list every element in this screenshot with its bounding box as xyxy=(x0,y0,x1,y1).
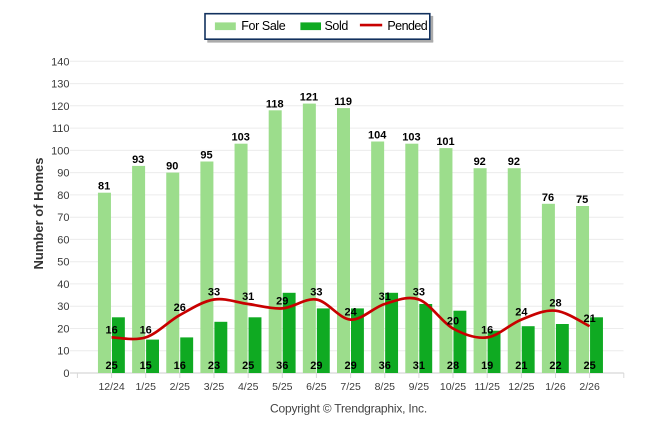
svg-text:10: 10 xyxy=(57,346,69,358)
svg-text:80: 80 xyxy=(57,190,69,202)
svg-text:103: 103 xyxy=(232,132,250,144)
svg-text:118: 118 xyxy=(266,98,284,110)
svg-text:36: 36 xyxy=(276,360,288,372)
svg-text:25: 25 xyxy=(242,360,254,372)
svg-text:0: 0 xyxy=(63,368,69,380)
svg-text:25: 25 xyxy=(583,360,595,372)
svg-text:30: 30 xyxy=(57,301,69,313)
svg-text:2/26: 2/26 xyxy=(579,381,600,393)
svg-text:76: 76 xyxy=(542,192,554,204)
svg-text:Copyright © Trendgraphix, Inc.: Copyright © Trendgraphix, Inc. xyxy=(270,402,427,416)
svg-text:81: 81 xyxy=(98,181,110,193)
svg-text:11/25: 11/25 xyxy=(474,381,500,393)
svg-text:119: 119 xyxy=(334,96,352,108)
svg-text:29: 29 xyxy=(344,360,356,372)
svg-text:60: 60 xyxy=(57,234,69,246)
svg-text:29: 29 xyxy=(310,360,322,372)
svg-text:2/25: 2/25 xyxy=(170,381,191,393)
svg-text:1/25: 1/25 xyxy=(135,381,156,393)
svg-text:75: 75 xyxy=(576,194,588,206)
svg-text:103: 103 xyxy=(402,132,420,144)
svg-text:90: 90 xyxy=(166,161,178,173)
svg-text:15: 15 xyxy=(140,360,152,372)
svg-text:24: 24 xyxy=(515,307,528,319)
svg-text:4/25: 4/25 xyxy=(238,381,259,393)
svg-text:9/25: 9/25 xyxy=(409,381,430,393)
svg-text:70: 70 xyxy=(57,212,69,224)
svg-text:101: 101 xyxy=(436,136,454,148)
svg-text:95: 95 xyxy=(200,150,212,162)
svg-text:12/25: 12/25 xyxy=(508,381,534,393)
svg-text:Number of Homes: Number of Homes xyxy=(31,158,46,270)
svg-text:16: 16 xyxy=(481,324,493,336)
svg-text:50: 50 xyxy=(57,257,69,269)
svg-text:140: 140 xyxy=(51,56,69,68)
svg-text:120: 120 xyxy=(51,101,69,113)
svg-text:16: 16 xyxy=(140,324,152,336)
svg-text:92: 92 xyxy=(508,156,520,168)
svg-text:33: 33 xyxy=(310,287,322,299)
svg-text:25: 25 xyxy=(105,360,117,372)
svg-text:16: 16 xyxy=(174,360,186,372)
svg-text:92: 92 xyxy=(474,156,486,168)
svg-text:22: 22 xyxy=(549,360,561,372)
svg-text:110: 110 xyxy=(52,123,70,135)
svg-text:20: 20 xyxy=(57,324,69,336)
svg-text:130: 130 xyxy=(51,79,69,91)
svg-text:33: 33 xyxy=(413,287,425,299)
svg-text:40: 40 xyxy=(57,279,69,291)
svg-text:31: 31 xyxy=(379,291,391,303)
svg-text:8/25: 8/25 xyxy=(375,381,396,393)
svg-text:36: 36 xyxy=(379,360,391,372)
svg-text:Sold: Sold xyxy=(325,19,349,33)
svg-text:5/25: 5/25 xyxy=(272,381,293,393)
svg-text:31: 31 xyxy=(242,291,254,303)
svg-text:29: 29 xyxy=(276,295,288,307)
svg-text:21: 21 xyxy=(583,313,595,325)
svg-text:33: 33 xyxy=(208,287,220,299)
svg-text:100: 100 xyxy=(51,145,69,157)
svg-text:20: 20 xyxy=(447,316,459,328)
svg-text:16: 16 xyxy=(105,324,117,336)
svg-text:93: 93 xyxy=(132,154,144,166)
svg-text:21: 21 xyxy=(515,360,527,372)
svg-text:28: 28 xyxy=(549,298,561,310)
svg-text:10/25: 10/25 xyxy=(440,381,466,393)
svg-text:1/26: 1/26 xyxy=(545,381,566,393)
svg-text:3/25: 3/25 xyxy=(204,381,225,393)
svg-text:121: 121 xyxy=(300,92,318,104)
svg-text:7/25: 7/25 xyxy=(340,381,361,393)
svg-text:104: 104 xyxy=(368,130,387,142)
svg-text:Pended: Pended xyxy=(387,19,427,33)
svg-text:23: 23 xyxy=(208,360,220,372)
svg-text:For Sale: For Sale xyxy=(241,19,285,33)
svg-text:6/25: 6/25 xyxy=(306,381,327,393)
svg-text:12/24: 12/24 xyxy=(98,381,124,393)
svg-text:28: 28 xyxy=(447,360,459,372)
svg-text:19: 19 xyxy=(481,360,493,372)
svg-text:26: 26 xyxy=(174,302,186,314)
svg-text:90: 90 xyxy=(57,168,69,180)
svg-text:24: 24 xyxy=(344,307,357,319)
svg-text:31: 31 xyxy=(413,360,425,372)
